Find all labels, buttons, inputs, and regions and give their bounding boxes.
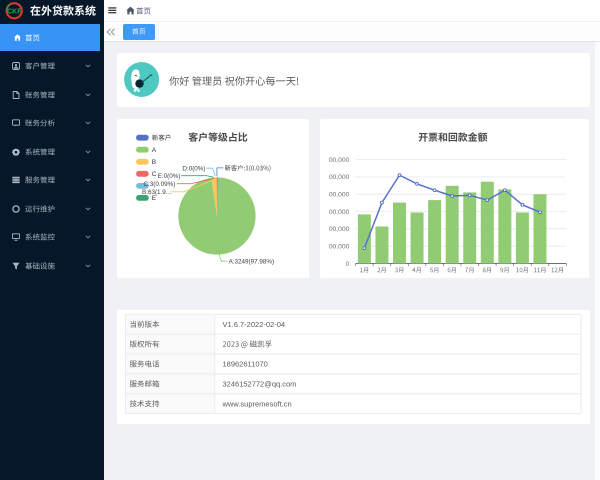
svg-text:B:63(1.9…: B:63(1.9…	[142, 189, 172, 196]
svg-text:D:0(0%): D:0(0%)	[182, 166, 205, 173]
svg-text:3246152772@qq.com: 3246152772@qq.com	[223, 380, 297, 389]
svg-text:00,000: 00,000	[329, 226, 350, 233]
svg-text:00,000: 00,000	[329, 192, 350, 199]
svg-text:00,000: 00,000	[329, 244, 350, 251]
svg-text:V1.6.7-2022-02-04: V1.6.7-2022-02-04	[223, 320, 286, 329]
svg-text:18962611070: 18962611070	[223, 360, 268, 369]
svg-text:00,000: 00,000	[329, 209, 350, 216]
svg-text:A: A	[152, 147, 157, 154]
svg-text:C: C	[152, 171, 157, 178]
svg-text:00,000: 00,000	[329, 175, 350, 182]
svg-text:CKF: CKF	[7, 8, 22, 15]
svg-text:0: 0	[346, 261, 350, 268]
svg-text:E: E	[152, 196, 157, 203]
svg-text:A:3249(97.98%): A:3249(97.98%)	[229, 259, 275, 266]
svg-text:E:0(0%): E:0(0%)	[158, 173, 181, 180]
svg-text:00,000: 00,000	[329, 157, 350, 164]
svg-text:www.supremesoft.cn: www.supremesoft.cn	[222, 399, 292, 408]
svg-text:B: B	[152, 159, 156, 166]
svg-text:C:3(0.09%): C:3(0.09%)	[144, 181, 176, 188]
